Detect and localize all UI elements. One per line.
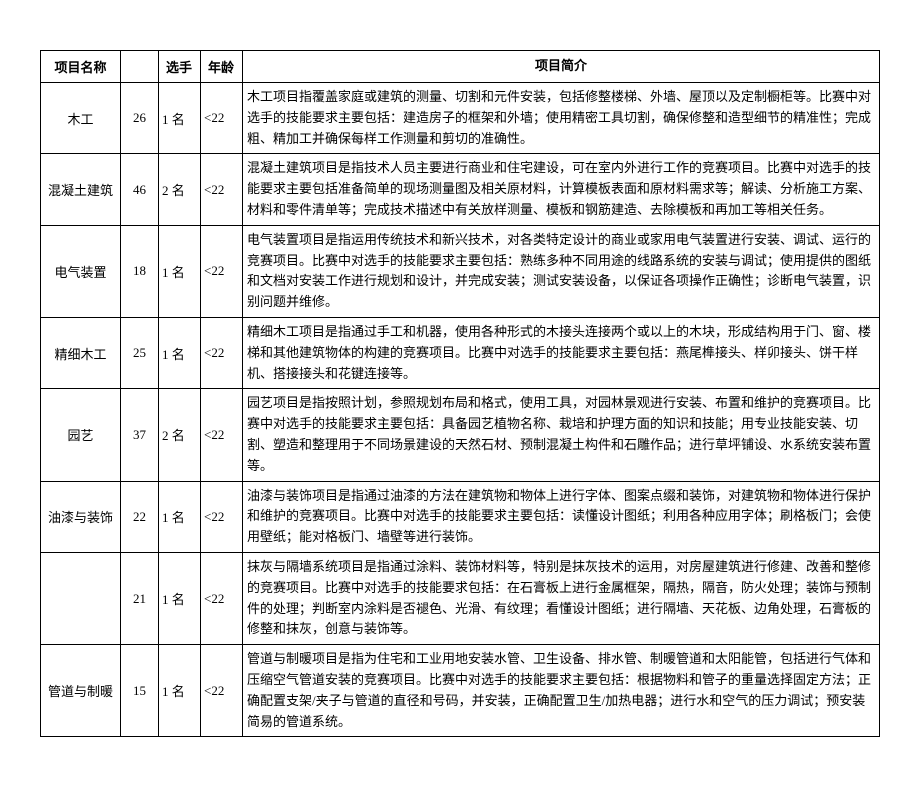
table-row: 211 名<22抹灰与隔墙系统项目是指通过涂料、装饰材料等，特别是抹灰技术的运用… xyxy=(41,552,880,644)
cell-player: 1 名 xyxy=(159,481,201,552)
cell-num: 22 xyxy=(121,481,159,552)
header-desc: 项目简介 xyxy=(243,51,880,83)
cell-age: <22 xyxy=(201,552,243,644)
cell-player: 1 名 xyxy=(159,317,201,388)
table-row: 园艺372 名<22园艺项目是指按照计划，参照规划布局和格式，使用工具，对园林景… xyxy=(41,389,880,481)
cell-player: 1 名 xyxy=(159,645,201,737)
cell-num: 18 xyxy=(121,225,159,317)
cell-name: 管道与制暖 xyxy=(41,645,121,737)
table-row: 管道与制暖151 名<22管道与制暖项目是指为住宅和工业用地安装水管、卫生设备、… xyxy=(41,645,880,737)
header-age: 年龄 xyxy=(201,51,243,83)
cell-age: <22 xyxy=(201,389,243,481)
cell-num: 21 xyxy=(121,552,159,644)
cell-name: 精细木工 xyxy=(41,317,121,388)
cell-desc: 管道与制暖项目是指为住宅和工业用地安装水管、卫生设备、排水管、制暖管道和太阳能管… xyxy=(243,645,880,737)
cell-num: 15 xyxy=(121,645,159,737)
table-row: 木工261 名<22木工项目指覆盖家庭或建筑的测量、切割和元件安装，包括修整楼梯… xyxy=(41,83,880,154)
cell-age: <22 xyxy=(201,83,243,154)
cell-name: 园艺 xyxy=(41,389,121,481)
cell-age: <22 xyxy=(201,225,243,317)
cell-name: 混凝土建筑 xyxy=(41,154,121,225)
table-row: 混凝土建筑462 名<22混凝土建筑项目是指技术人员主要进行商业和住宅建设，可在… xyxy=(41,154,880,225)
cell-num: 25 xyxy=(121,317,159,388)
cell-player: 2 名 xyxy=(159,154,201,225)
cell-player: 2 名 xyxy=(159,389,201,481)
table-body: 木工261 名<22木工项目指覆盖家庭或建筑的测量、切割和元件安装，包括修整楼梯… xyxy=(41,83,880,737)
cell-age: <22 xyxy=(201,481,243,552)
header-row: 项目名称 选手 年龄 项目简介 xyxy=(41,51,880,83)
header-player: 选手 xyxy=(159,51,201,83)
cell-num: 46 xyxy=(121,154,159,225)
cell-desc: 混凝土建筑项目是指技术人员主要进行商业和住宅建设，可在室内外进行工作的竞赛项目。… xyxy=(243,154,880,225)
cell-num: 26 xyxy=(121,83,159,154)
cell-age: <22 xyxy=(201,645,243,737)
header-name: 项目名称 xyxy=(41,51,121,83)
cell-desc: 园艺项目是指按照计划，参照规划布局和格式，使用工具，对园林景观进行安装、布置和维… xyxy=(243,389,880,481)
cell-desc: 电气装置项目是指运用传统技术和新兴技术，对各类特定设计的商业或家用电气装置进行安… xyxy=(243,225,880,317)
cell-num: 37 xyxy=(121,389,159,481)
cell-player: 1 名 xyxy=(159,225,201,317)
cell-player: 1 名 xyxy=(159,552,201,644)
cell-player: 1 名 xyxy=(159,83,201,154)
cell-name: 木工 xyxy=(41,83,121,154)
table-row: 电气装置181 名<22电气装置项目是指运用传统技术和新兴技术，对各类特定设计的… xyxy=(41,225,880,317)
cell-age: <22 xyxy=(201,317,243,388)
table-row: 油漆与装饰221 名<22油漆与装饰项目是指通过油漆的方法在建筑物和物体上进行字… xyxy=(41,481,880,552)
cell-desc: 精细木工项目是指通过手工和机器，使用各种形式的木接头连接两个或以上的木块，形成结… xyxy=(243,317,880,388)
cell-age: <22 xyxy=(201,154,243,225)
header-num xyxy=(121,51,159,83)
cell-name: 电气装置 xyxy=(41,225,121,317)
cell-name xyxy=(41,552,121,644)
cell-name: 油漆与装饰 xyxy=(41,481,121,552)
cell-desc: 木工项目指覆盖家庭或建筑的测量、切割和元件安装，包括修整楼梯、外墙、屋顶以及定制… xyxy=(243,83,880,154)
cell-desc: 抹灰与隔墙系统项目是指通过涂料、装饰材料等，特别是抹灰技术的运用，对房屋建筑进行… xyxy=(243,552,880,644)
cell-desc: 油漆与装饰项目是指通过油漆的方法在建筑物和物体上进行字体、图案点缀和装饰，对建筑… xyxy=(243,481,880,552)
table-row: 精细木工251 名<22精细木工项目是指通过手工和机器，使用各种形式的木接头连接… xyxy=(41,317,880,388)
project-table: 项目名称 选手 年龄 项目简介 木工261 名<22木工项目指覆盖家庭或建筑的测… xyxy=(40,50,880,737)
